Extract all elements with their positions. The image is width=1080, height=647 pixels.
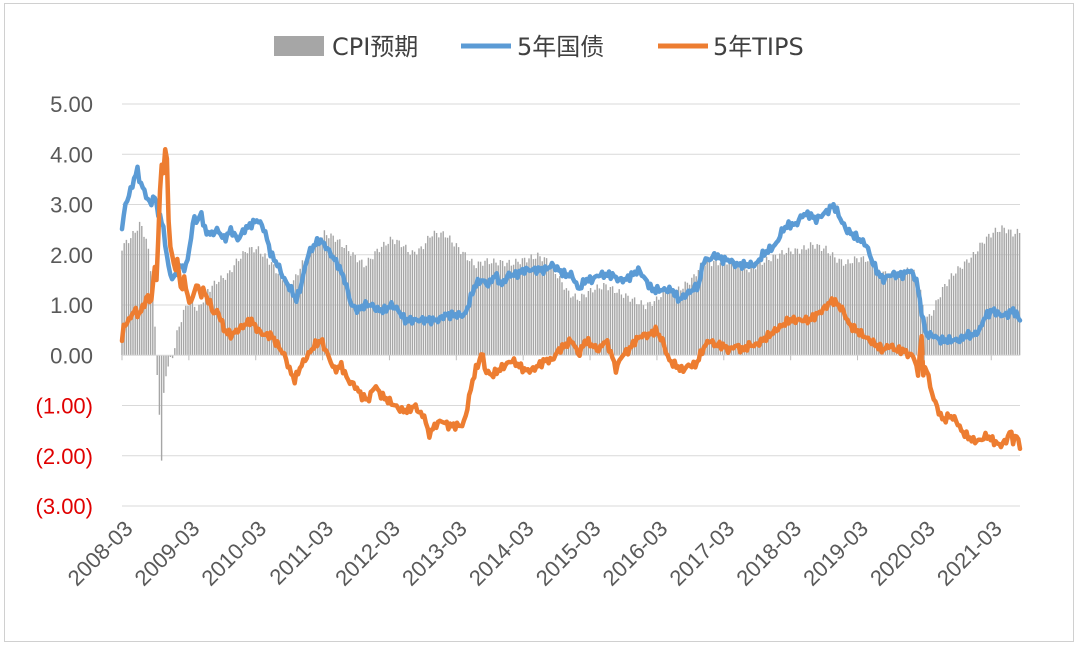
x-tick-label: 2020-03 — [865, 516, 940, 591]
x-tick-label: 2015-03 — [531, 516, 606, 591]
legend-label: CPI预期 — [332, 33, 418, 61]
series-line-2 — [119, 147, 1023, 452]
x-tick-label: 2009-03 — [130, 516, 205, 591]
x-tick-label: 2010-03 — [196, 516, 271, 591]
x-tick-label: 2019-03 — [798, 516, 873, 591]
y-tick-label: 2.00 — [50, 243, 93, 268]
x-tick-label: 2012-03 — [330, 516, 405, 591]
legend-label: 5年TIPS — [713, 33, 804, 61]
x-tick-label: 2008-03 — [63, 516, 138, 591]
y-tick-label: 3.00 — [50, 193, 93, 218]
x-tick-label: 2011-03 — [265, 516, 339, 590]
series-line-1 — [119, 164, 1023, 346]
legend-label: 5年国债 — [517, 33, 604, 61]
x-axis-ticks: 2008-032009-032010-032011-032012-032013-… — [63, 355, 1007, 591]
y-tick-label: 5.00 — [50, 92, 93, 117]
x-tick-label: 2014-03 — [464, 516, 539, 591]
y-tick-label: 0.00 — [50, 343, 93, 368]
x-tick-label: 2013-03 — [397, 516, 472, 591]
x-tick-label: 2021-03 — [932, 516, 1007, 591]
legend-swatch-cpi — [274, 36, 324, 56]
x-tick-label: 2017-03 — [665, 516, 740, 591]
legend: CPI预期 5年国债 5年TIPS — [274, 33, 804, 61]
y-tick-label: (1.00) — [36, 394, 93, 419]
y-tick-label: (2.00) — [36, 444, 93, 469]
x-tick-label: 2018-03 — [731, 516, 806, 591]
y-tick-label: 1.00 — [50, 293, 93, 318]
y-tick-label: 4.00 — [50, 142, 93, 167]
chart-frame — [4, 3, 1074, 642]
y-axis-ticks: 5.00 4.00 3.00 2.00 1.00 0.00 (1.00) (2.00) (3.0… — [36, 92, 93, 519]
lines-layer — [119, 147, 1023, 452]
y-tick-label: (3.00) — [36, 494, 93, 519]
x-tick-label: 2016-03 — [598, 516, 673, 591]
